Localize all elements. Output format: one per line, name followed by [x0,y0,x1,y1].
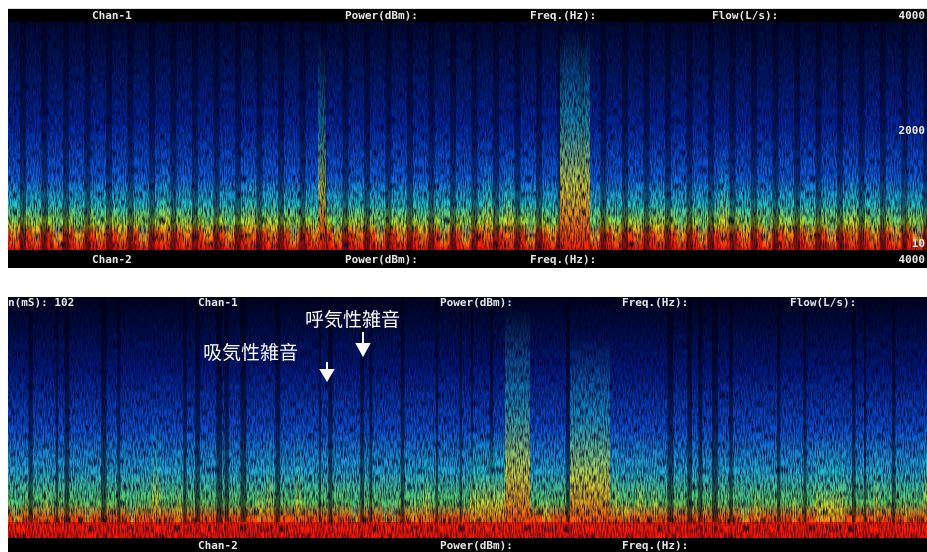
power-label: Power(dBm): [440,296,513,309]
power-label: Power(dBm): [440,539,513,552]
spectrogram-noise [8,297,927,538]
channel-label: Chan-2 [198,539,238,552]
channel-label: Chan-1 [92,9,132,22]
power-label: Power(dBm): [345,253,418,266]
freq-label: Freq.(Hz): [530,9,596,22]
channel-label: Chan-2 [92,253,132,266]
freq-label: Freq.(Hz): [622,296,688,309]
flow-label: Flow(L/s): [790,296,856,309]
flow-label: Flow(L/s): [712,9,778,22]
freq-max: 4000 [899,9,926,22]
power-label: Power(dBm): [345,9,418,22]
channel-label: Chan-1 [198,296,238,309]
freq-max: 4000 [899,253,926,266]
spectrogram-noise [8,22,927,250]
freq-label: Freq.(Hz): [622,539,688,552]
freq-min: 10 [912,237,925,250]
annotation: 吸気性雑音 [203,342,298,364]
time-label: n(mS): 102 [8,296,74,309]
freq-label: Freq.(Hz): [530,253,596,266]
freq-mid: 2000 [899,124,926,137]
annotation: 呼気性雑音 [305,309,400,331]
figure: Chan-1 Power(dBm): Freq.(Hz): Flow(L/s):… [0,0,927,552]
